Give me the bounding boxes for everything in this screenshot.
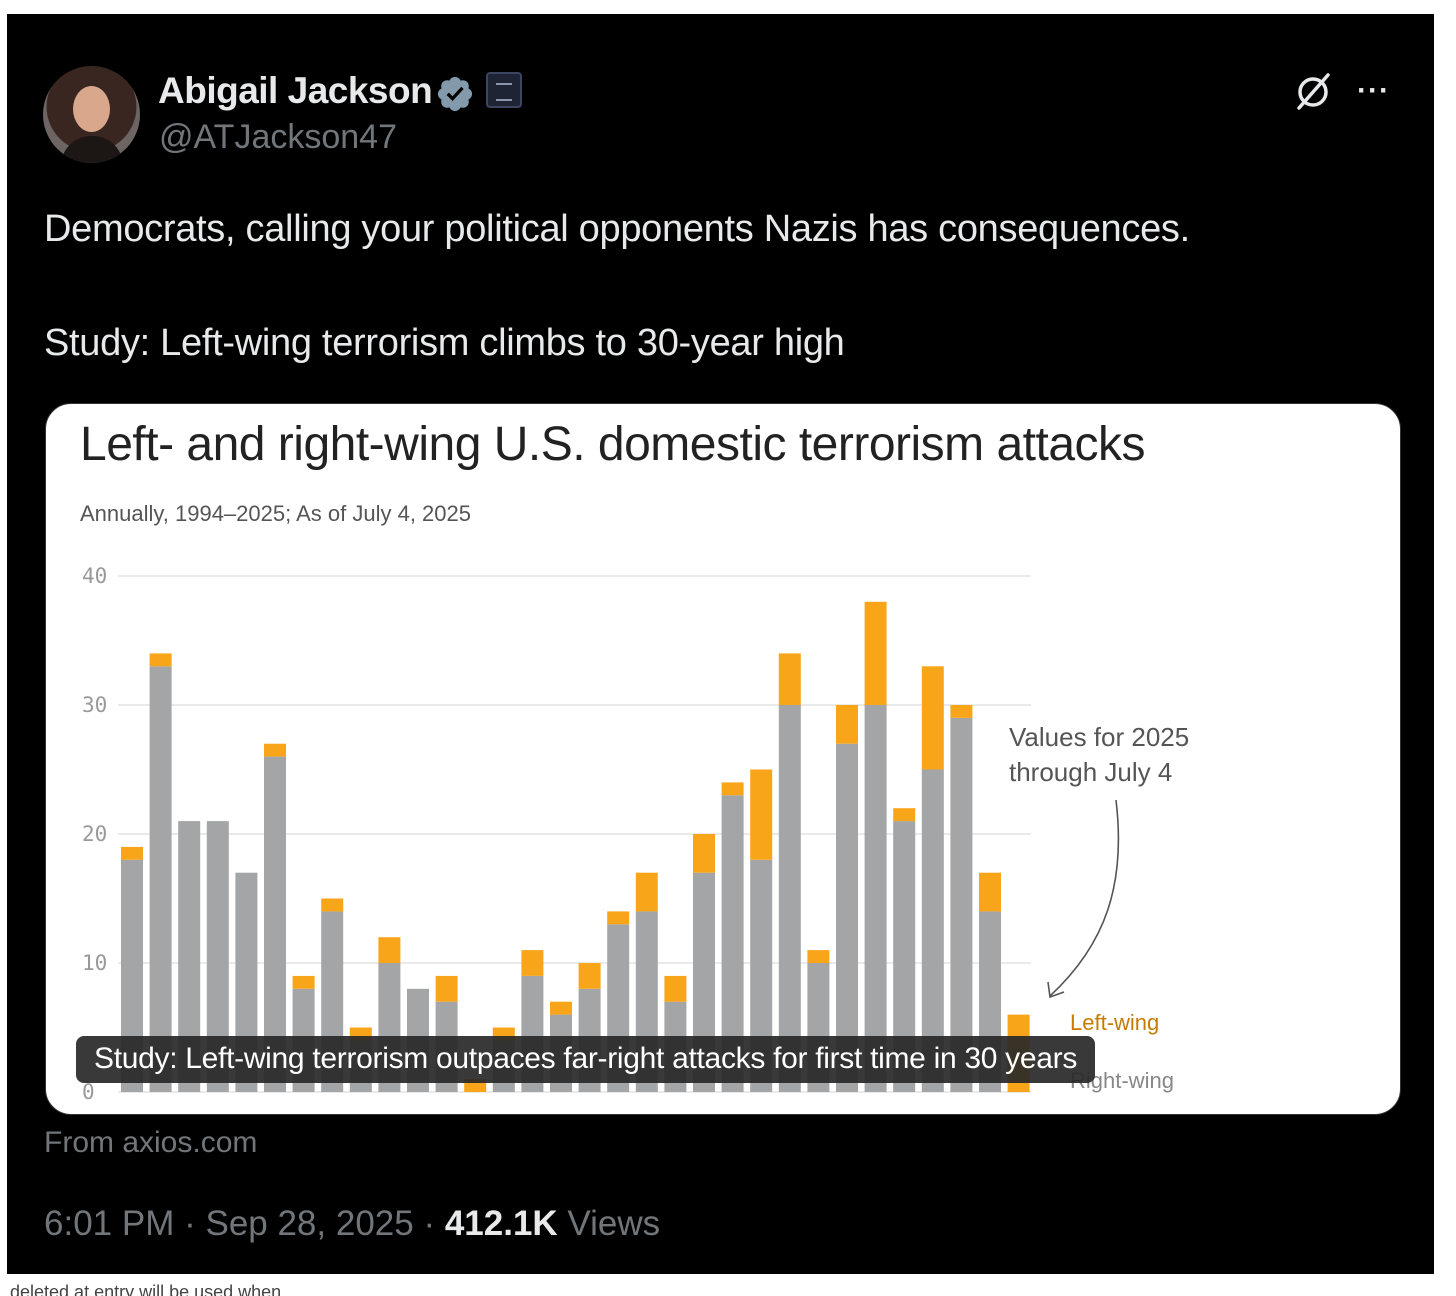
card-caption: Study: Left-wing terrorism outpaces far-… [76, 1036, 1096, 1083]
bar-left-wing-2024 [979, 872, 1001, 912]
chart: Left- and right-wing U.S. domestic terro… [80, 418, 1189, 1104]
bar-right-wing-1994 [121, 859, 143, 1092]
y-tick-label: 30 [82, 693, 107, 717]
bar-left-wing-2015 [721, 782, 744, 796]
bar-left-wing-2000 [292, 975, 315, 989]
bar-right-wing-2015 [721, 795, 744, 1092]
page-text-below: deleted at entry will be used when [10, 1282, 282, 1296]
tweet-meta: 6:01 PM · Sep 28, 2025 · 412.1K Views [44, 1204, 660, 1244]
meta-separator: · [413, 1204, 445, 1243]
bar-left-wing-2013 [664, 975, 687, 1002]
bar-left-wing-2020 [864, 601, 887, 705]
bar-left-wing-2021 [893, 808, 916, 822]
annotation-arrow [1049, 799, 1120, 997]
y-tick-label: 40 [82, 564, 107, 588]
tweet-text-line-2: Study: Left-wing terrorism climbs to 30-… [44, 322, 845, 364]
bar-right-wing-1997 [206, 821, 229, 1092]
bar-left-wing-2019 [836, 705, 858, 744]
bar-right-wing-2022 [921, 769, 944, 1092]
y-tick-label: 20 [82, 822, 107, 846]
bar-left-wing-2003 [378, 937, 401, 963]
bar-right-wing-2020 [864, 705, 887, 1092]
bar-left-wing-2017 [778, 653, 801, 705]
bar-left-wing-2010 [578, 963, 601, 989]
bar-left-wing-2022 [921, 666, 944, 770]
display-name[interactable]: Abigail Jackson [158, 70, 433, 111]
legend-left-wing: Left-wing [1070, 1010, 1159, 1035]
tweet: Abigail Jackson @ATJackson47 ··· Democra… [7, 14, 1434, 1274]
link-card[interactable]: Left- and right-wing U.S. domestic terro… [45, 403, 1401, 1115]
views-count[interactable]: 412.1K [444, 1204, 558, 1243]
bar-left-wing-1999 [264, 743, 286, 757]
chart-title: Left- and right-wing U.S. domestic terro… [80, 418, 1145, 471]
card-source[interactable]: From axios.com [44, 1126, 258, 1159]
bar-left-wing-2011 [607, 911, 630, 925]
handle[interactable]: @ATJackson47 [159, 118, 397, 156]
bar-right-wing-2023 [950, 717, 973, 1092]
grok-icon[interactable] [1291, 70, 1335, 114]
verified-badge-icon[interactable] [435, 74, 475, 114]
chart-annotation-line-1: Values for 2025 [1009, 722, 1189, 752]
bar-right-wing-1999 [264, 756, 286, 1092]
bar-left-wing-1995 [149, 653, 172, 667]
bar-left-wing-2012 [635, 872, 658, 912]
chart-annotation-line-2: through July 4 [1009, 757, 1172, 787]
bar-left-wing-2016 [750, 769, 773, 860]
bar-left-wing-2009 [550, 1001, 572, 1015]
avatar-shirt [61, 136, 123, 163]
annotation-arrowhead [1047, 981, 1065, 999]
meta-separator: · [174, 1204, 206, 1243]
bar-left-wing-2018 [807, 950, 830, 963]
bar-left-wing-2008 [521, 950, 544, 976]
bar-right-wing-1996 [178, 821, 201, 1092]
bar-left-wing-2001 [321, 898, 344, 912]
views-label: Views [557, 1204, 661, 1243]
bar-left-wing-2014 [693, 834, 715, 873]
tweet-text-line-1: Democrats, calling your political oppone… [44, 208, 1190, 250]
bar-right-wing-2019 [836, 743, 858, 1092]
bar-left-wing-2023 [950, 705, 973, 718]
tweet-date[interactable]: Sep 28, 2025 [205, 1204, 414, 1243]
white-house-badge-icon[interactable] [486, 72, 522, 108]
bar-right-wing-1995 [149, 666, 172, 1092]
bar-right-wing-2021 [893, 821, 916, 1092]
y-tick-label: 10 [82, 951, 107, 975]
bar-right-wing-2016 [750, 859, 773, 1092]
bar-left-wing-2005 [435, 975, 458, 1002]
y-tick-label: 0 [82, 1080, 95, 1104]
avatar-face [73, 86, 110, 132]
bar-left-wing-1994 [121, 846, 143, 860]
tweet-time[interactable]: 6:01 PM [44, 1204, 175, 1243]
more-icon[interactable]: ··· [1357, 74, 1390, 107]
chart-subtitle: Annually, 1994–2025; As of July 4, 2025 [80, 501, 471, 526]
avatar[interactable] [43, 66, 140, 163]
bar-right-wing-2017 [778, 705, 801, 1092]
